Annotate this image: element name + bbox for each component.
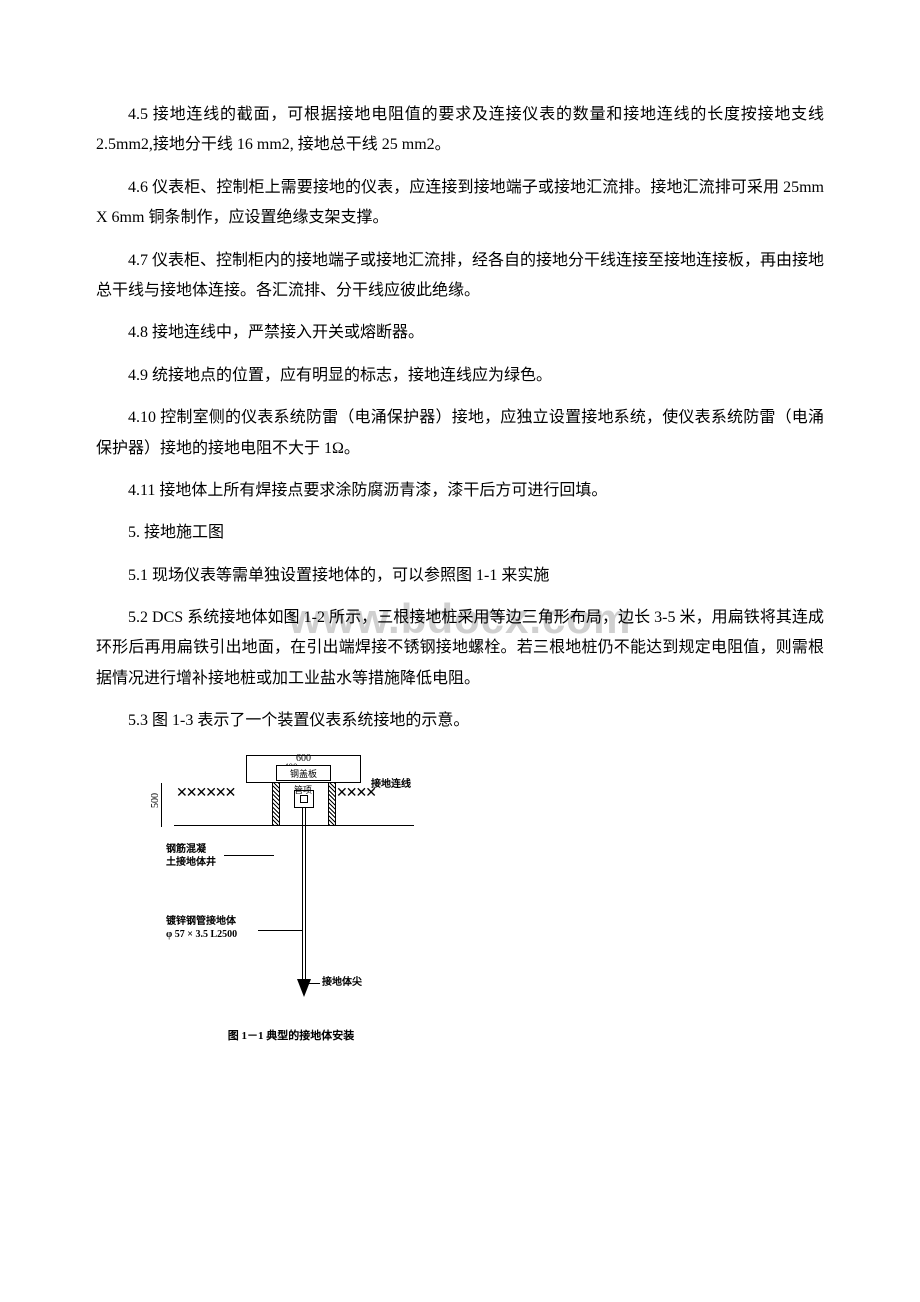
well-wall-right xyxy=(328,783,336,825)
para-4-10: 4.10 控制室侧的仪表系统防雷（电涌保护器）接地，应独立设置接地系统，使仪表系… xyxy=(96,403,824,464)
figure-1-1-diagram: 600 400 钢盖板 接地连线 ✕✕✕✕✕✕ ✕✕✕✕ 管项 500 钢筋混凝… xyxy=(146,755,436,1015)
label-tip: 接地体尖 xyxy=(322,973,362,988)
para-5-2: 5.2 DCS 系统接地体如图 1-2 所示，三根接地桩采用等边三角形布局，边长… xyxy=(96,603,824,694)
ground-line xyxy=(174,825,414,826)
well-wall-left xyxy=(272,783,280,825)
ground-hatch-right: ✕✕✕✕ xyxy=(336,785,408,805)
para-4-9: 4.9 统接地点的位置，应有明显的标志，接地连线应为绿色。 xyxy=(96,361,824,391)
cover-plate xyxy=(246,755,361,783)
figure-1-1-caption: 图 1－1 典型的接地体安装 xyxy=(146,1027,436,1043)
label-pipe-body: 镀锌钢管接地体φ 57 × 3.5 L2500 xyxy=(166,915,237,941)
ground-hatch-left: ✕✕✕✕✕✕ xyxy=(176,785,271,805)
figure-1-1-container: 600 400 钢盖板 接地连线 ✕✕✕✕✕✕ ✕✕✕✕ 管项 500 钢筋混凝… xyxy=(146,755,824,1043)
para-4-7: 4.7 仪表柜、控制柜内的接地端子或接地汇流排，经各自的接地分干线连接至接地连接… xyxy=(96,246,824,307)
tube-top-inner xyxy=(300,795,308,803)
dim-500: 500 xyxy=(150,793,161,808)
para-5-3: 5.3 图 1-3 表示了一个装置仪表系统接地的示意。 xyxy=(96,706,824,736)
label-well: 钢筋混凝土接地体井 xyxy=(166,843,216,869)
pipe-tip-icon xyxy=(297,979,311,997)
dim-500-line xyxy=(161,783,162,827)
arrow-tip xyxy=(306,983,320,984)
para-4-6: 4.6 仪表柜、控制柜上需要接地的仪表，应连接到接地端子或接地汇流排。接地汇流排… xyxy=(96,173,824,234)
arrow-pipe-body xyxy=(258,930,302,931)
para-4-11: 4.11 接地体上所有焊接点要求涂防腐沥青漆，漆干后方可进行回填。 xyxy=(96,476,824,506)
para-4-5: 4.5 接地连线的截面，可根据接地电阻值的要求及连接仪表的数量和接地连线的长度按… xyxy=(96,100,824,161)
arrow-well xyxy=(224,855,274,856)
grounding-pipe xyxy=(302,808,306,983)
para-5: 5. 接地施工图 xyxy=(96,518,824,548)
para-5-1: 5.1 现场仪表等需单独设置接地体的，可以参照图 1-1 来实施 xyxy=(96,561,824,591)
para-4-8: 4.8 接地连线中，严禁接入开关或熔断器。 xyxy=(96,318,824,348)
document-body: 4.5 接地连线的截面，可根据接地电阻值的要求及连接仪表的数量和接地连线的长度按… xyxy=(96,100,824,1043)
